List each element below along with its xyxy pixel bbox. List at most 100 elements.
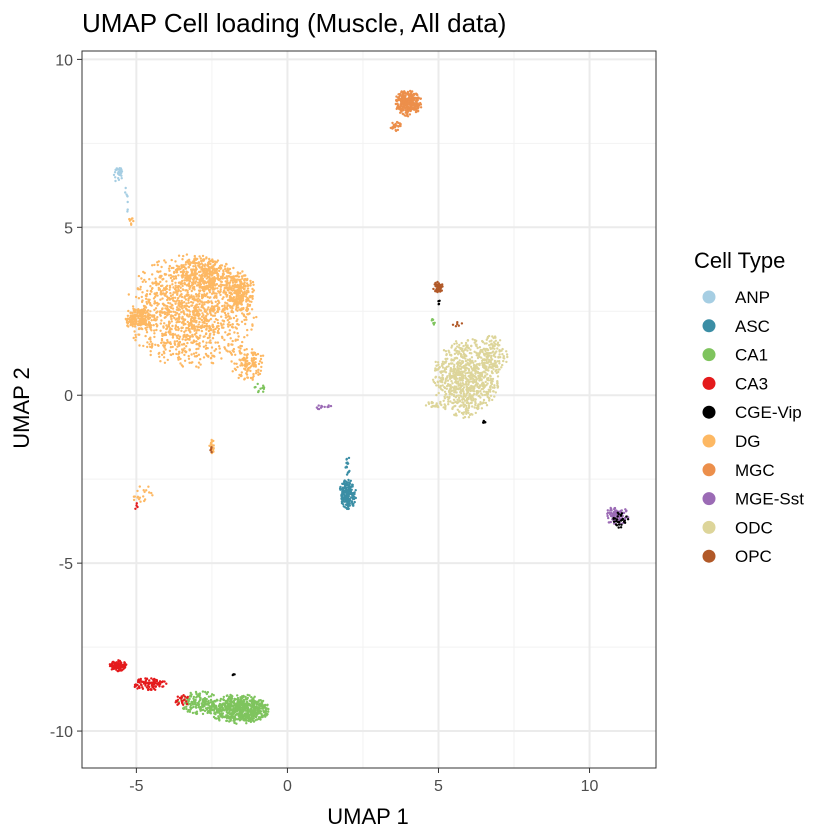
data-point — [196, 695, 199, 698]
data-point — [246, 277, 249, 281]
data-point — [434, 360, 437, 364]
data-point — [467, 383, 470, 386]
data-point — [259, 357, 263, 361]
data-point — [505, 353, 509, 356]
x-tick-label: 10 — [581, 778, 599, 795]
data-point — [222, 269, 225, 272]
data-point — [214, 269, 217, 272]
data-point — [461, 384, 464, 387]
data-point — [410, 92, 413, 95]
data-point — [229, 317, 233, 320]
data-point — [257, 389, 260, 393]
data-point — [136, 489, 139, 493]
data-point — [471, 399, 474, 402]
data-point — [225, 281, 229, 284]
data-point — [466, 344, 469, 347]
data-point — [221, 284, 225, 287]
data-point — [227, 312, 230, 315]
data-point — [241, 707, 245, 710]
data-point — [209, 698, 213, 702]
data-point — [494, 391, 497, 394]
data-point — [171, 304, 174, 307]
data-point — [488, 363, 491, 367]
data-point — [153, 308, 156, 312]
data-point — [184, 351, 188, 354]
data-point — [346, 490, 349, 493]
data-point — [437, 289, 440, 293]
data-point — [405, 108, 409, 112]
data-point — [224, 701, 228, 704]
data-point — [474, 398, 477, 401]
data-point — [188, 695, 192, 698]
data-point — [465, 392, 468, 395]
data-point — [455, 380, 458, 383]
data-point — [250, 328, 253, 331]
data-point — [197, 281, 200, 284]
data-point — [153, 329, 156, 332]
data-point — [495, 350, 498, 353]
data-point — [258, 360, 262, 363]
data-point — [483, 375, 487, 378]
data-point — [252, 289, 256, 292]
data-point — [260, 365, 263, 369]
data-point — [622, 511, 626, 515]
data-point — [196, 303, 199, 306]
data-point — [183, 296, 186, 299]
data-point — [164, 315, 167, 319]
data-point — [239, 280, 242, 284]
data-point — [434, 375, 438, 378]
data-point — [170, 320, 173, 323]
data-point — [200, 318, 204, 322]
data-point — [133, 325, 137, 328]
data-point — [455, 342, 458, 345]
data-point — [252, 699, 256, 702]
data-point — [247, 368, 250, 371]
data-point — [193, 329, 196, 332]
data-point — [463, 415, 467, 419]
data-point — [485, 361, 488, 364]
data-point — [435, 384, 438, 387]
data-point — [148, 685, 151, 689]
data-point — [341, 501, 344, 504]
data-point — [248, 295, 251, 298]
data-point — [198, 345, 201, 348]
data-point — [437, 282, 440, 286]
data-point — [183, 359, 187, 362]
data-point — [190, 341, 193, 344]
data-point — [210, 450, 213, 454]
data-point — [491, 363, 494, 367]
data-point — [193, 307, 197, 310]
data-point — [162, 344, 165, 348]
data-point — [130, 314, 133, 317]
data-point — [190, 268, 193, 271]
series-anp — [112, 167, 129, 213]
data-point — [462, 386, 466, 389]
data-point — [145, 686, 149, 689]
data-point — [169, 327, 172, 330]
data-point — [206, 263, 210, 266]
data-point — [147, 323, 151, 327]
data-point — [471, 375, 474, 378]
data-point — [450, 389, 453, 393]
data-point — [224, 267, 227, 271]
data-point — [121, 663, 125, 667]
data-point — [189, 330, 192, 333]
data-point — [464, 363, 468, 366]
data-point — [212, 292, 215, 295]
data-point — [228, 296, 232, 299]
legend-key — [702, 492, 716, 506]
data-point — [460, 366, 463, 369]
data-point — [190, 289, 193, 293]
data-point — [234, 298, 237, 301]
data-point — [399, 103, 403, 107]
data-point — [140, 684, 143, 687]
data-point — [253, 386, 256, 389]
data-point — [185, 705, 188, 708]
data-point — [158, 685, 161, 688]
data-point — [480, 392, 483, 395]
data-point — [213, 267, 216, 270]
data-point — [176, 340, 179, 343]
data-point — [215, 267, 218, 271]
data-point — [219, 706, 222, 709]
data-point — [179, 697, 183, 700]
